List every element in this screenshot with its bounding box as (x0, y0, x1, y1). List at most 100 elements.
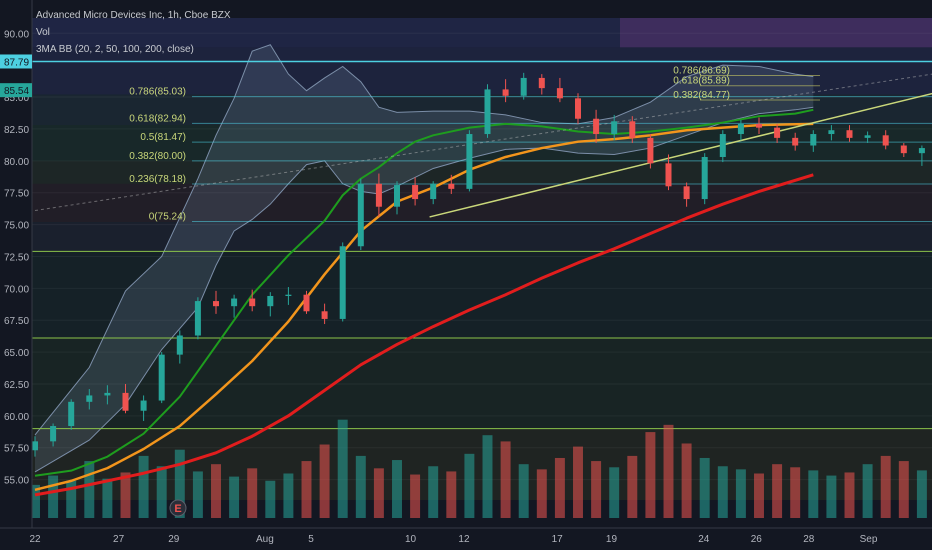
x-axis-panel (0, 528, 932, 550)
volume-bar (754, 473, 764, 518)
volume-bar (862, 464, 873, 518)
candle (701, 153, 708, 205)
y-tick-label: 65.00 (4, 348, 29, 359)
shaded-zone (620, 18, 932, 48)
candle-body (520, 77, 527, 96)
y-tick-label: 70.00 (4, 284, 29, 295)
volume-bar (392, 460, 402, 518)
candle (647, 134, 654, 169)
volume-bar (826, 475, 837, 518)
volume-bar (174, 449, 185, 518)
candle (321, 303, 328, 325)
candle-body (68, 401, 75, 427)
candles[interactable] (32, 66, 932, 457)
candle (213, 290, 219, 314)
volume-bar (844, 472, 855, 518)
candle-body (556, 88, 563, 99)
candle (249, 289, 256, 312)
candle (756, 117, 762, 135)
shaded-zone (32, 251, 932, 339)
candle-body (792, 137, 799, 146)
volume-bar (446, 471, 457, 518)
candle (68, 399, 75, 430)
volume-bar (772, 464, 783, 518)
candle-body (611, 121, 618, 135)
volume-bar (48, 475, 59, 518)
candle-body (303, 294, 310, 312)
candle (122, 383, 129, 414)
shaded-zone (32, 183, 932, 223)
candle-body (683, 186, 690, 200)
volume-bar (699, 457, 710, 518)
x-tick-label: 26 (751, 534, 763, 545)
y-tick-label: 60.00 (4, 412, 29, 423)
volume-bar (717, 466, 728, 518)
volume-bar (464, 453, 475, 518)
candle-body (538, 77, 545, 89)
volume-bar (355, 455, 366, 518)
indicator-legend[interactable]: 3MA BB (20, 2, 50, 100, 200, close) (36, 44, 194, 55)
chart-title[interactable]: Advanced Micro Devices Inc, 1h, Cboe BZX (36, 10, 231, 21)
volume-bar (681, 443, 692, 518)
volume-bar (66, 480, 77, 518)
x-tick-label: Sep (860, 534, 878, 545)
candle-body (430, 183, 437, 200)
volume-bar (373, 468, 384, 518)
y-tick-label: 85.00 (4, 93, 29, 104)
candle-body (249, 298, 256, 307)
candle-body (122, 392, 129, 411)
candle-body (665, 163, 672, 187)
candle (900, 142, 907, 157)
x-tick-label: 19 (606, 534, 618, 545)
y-axis-panel (0, 0, 32, 550)
x-tick-label: 17 (552, 534, 564, 545)
candle-body (629, 121, 636, 138)
bb-upper-line (34, 44, 814, 436)
candle-body (104, 392, 111, 396)
dashed-trendline (34, 73, 932, 212)
price-label: 87.79 (4, 57, 29, 68)
fib-label: 0.5(81.47) (140, 132, 186, 143)
candle (303, 290, 310, 314)
volume-bar (790, 467, 801, 518)
volume-bar (102, 478, 113, 518)
ma200-line (34, 173, 814, 497)
candle (176, 330, 183, 364)
candle (719, 130, 726, 163)
candle (375, 173, 382, 217)
volume-bar (84, 461, 95, 518)
y-tick-label: 72.50 (4, 252, 29, 263)
candle-body (810, 134, 817, 146)
candle (484, 84, 491, 138)
candle (430, 181, 437, 205)
x-tick-label: 28 (803, 534, 815, 545)
candle (629, 116, 636, 143)
x-tick-label: 29 (168, 534, 180, 545)
fib-label: 0(75.24) (149, 212, 186, 223)
candle-body (32, 441, 38, 451)
ma50-line (34, 108, 814, 477)
candle-body (321, 311, 328, 319)
price-label-bg (0, 54, 32, 69)
candle (828, 125, 835, 141)
candle (737, 120, 744, 141)
volume-indicator-label[interactable]: Vol (36, 27, 50, 38)
y-tick-label: 75.00 (4, 221, 29, 232)
candle-body (158, 354, 165, 401)
x-tick-label: Aug (256, 534, 274, 545)
candle (810, 130, 817, 152)
volume-bar (138, 455, 149, 518)
candle-body (828, 130, 835, 135)
fib-label: 0.236(78.18) (129, 174, 186, 185)
candle (231, 294, 238, 318)
candle (556, 77, 563, 103)
candle-body (502, 89, 509, 96)
candle (448, 174, 455, 194)
x-tick-label: 22 (29, 534, 41, 545)
candle (792, 132, 799, 151)
y-tick-label: 62.50 (4, 380, 29, 391)
candle (882, 130, 889, 150)
candle-body (737, 123, 744, 135)
y-tick-label: 80.00 (4, 157, 29, 168)
